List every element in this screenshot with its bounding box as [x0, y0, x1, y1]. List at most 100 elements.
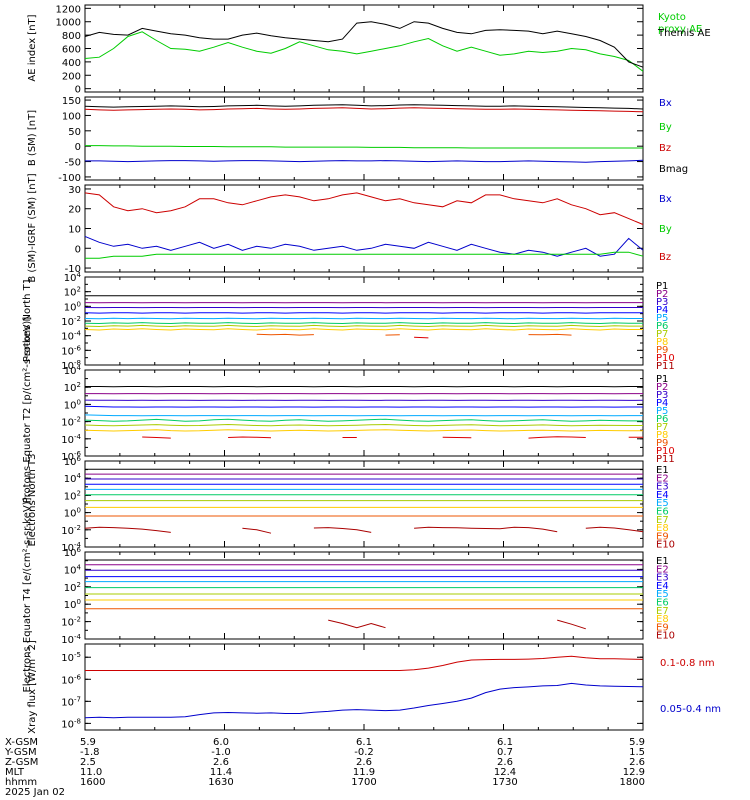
y-tick-label: 1200 — [56, 4, 81, 15]
y-tick-label: 200 — [62, 71, 81, 82]
series-line-By — [85, 251, 644, 259]
y-tick-label: 102 — [64, 286, 81, 299]
legend-label: P5 — [656, 406, 668, 417]
legend-label: Themis AE — [657, 28, 711, 39]
ephemeris-value: -1.0 — [211, 747, 231, 758]
y-tick-label: 10-6 — [61, 450, 81, 463]
y-axis-label: AE index [nT] — [27, 14, 38, 81]
series-line-P6 — [84, 418, 643, 422]
legend-label: P11 — [656, 454, 675, 465]
y-tick-label: -10 — [65, 264, 81, 275]
y-tick-label: 104 — [64, 472, 82, 485]
y-tick-label: 800 — [62, 31, 81, 42]
ephemeris-value: 1.5 — [629, 747, 645, 758]
ephemeris-value: 2.6 — [213, 757, 229, 768]
ephemeris-label: Z-GSM — [5, 757, 38, 768]
legend-label: P9 — [656, 438, 668, 449]
y-tick-label: 10-2 — [61, 524, 81, 537]
legend-label: E7 — [656, 606, 669, 617]
ephemeris-value: 2.6 — [629, 757, 645, 768]
legend-label: E4 — [656, 581, 669, 592]
legend-label: E3 — [656, 573, 669, 584]
series-line-P8 — [84, 429, 643, 432]
legend-label: E10 — [656, 540, 675, 551]
legend-label: Bz — [659, 143, 671, 154]
legend-label: P2 — [656, 382, 668, 393]
legend-label: P8 — [656, 430, 668, 441]
legend-label: By — [659, 122, 672, 133]
series-line-P6 — [84, 322, 643, 325]
legend-label: P3 — [656, 390, 668, 401]
legend-label: E5 — [656, 498, 669, 509]
legend-label: E8 — [656, 523, 669, 534]
series-line-P7 — [84, 423, 643, 427]
y-tick-label: 102 — [64, 489, 81, 502]
legend-label: E2 — [656, 473, 669, 484]
legend-label: P8 — [656, 337, 668, 348]
y-tick-label: 102 — [64, 581, 81, 594]
y-tick-label: 50 — [68, 127, 81, 138]
ephemeris-value: 5.9 — [80, 737, 96, 748]
y-tick-label: 30 — [68, 185, 81, 196]
ephemeris-label: Y-GSM — [4, 747, 37, 758]
legend-label: E1 — [656, 465, 669, 476]
legend-label: Bx — [659, 98, 672, 109]
y-tick-label: 104 — [64, 364, 82, 377]
legend-label: Bz — [659, 252, 671, 263]
y-tick-label: 150 — [62, 96, 81, 107]
y-axis-label: Electrons Equator T4 [e/(cm²-s-sr-keV)] — [22, 497, 33, 692]
series-line-P9 — [256, 333, 572, 336]
y-tick-label: 10-5 — [61, 651, 81, 664]
series-line-P5 — [84, 414, 643, 417]
ephemeris-value: 11.4 — [210, 767, 232, 778]
legend-label: E6 — [656, 507, 669, 518]
panel-8: 10-5 10-6 10-7 10-8 Xray flux [W/m^2] 0.1-0.8… — [27, 640, 721, 734]
y-tick-label: 10 — [68, 225, 81, 236]
legend-label: E6 — [656, 598, 669, 609]
series-line-0.1-0.8 nm — [85, 655, 644, 671]
ephemeris-value: 11.0 — [80, 767, 102, 778]
panel-6: 106 104 102 100 10-2 10-4 Electrons North T3 E1… — [27, 453, 675, 554]
legend-label: E10 — [656, 631, 675, 642]
legend-label: E5 — [656, 589, 669, 600]
y-tick-label: 400 — [62, 58, 81, 69]
legend-label: P4 — [656, 305, 668, 316]
legend-label: E1 — [656, 556, 669, 567]
y-tick-label: 0 — [75, 244, 81, 255]
legend-label: E9 — [656, 622, 669, 633]
y-tick-label: 10-2 — [61, 416, 81, 429]
ephemeris-table: X-GSMY-GSMZ-GSMMLThhmm5.9-1.82.511.01600… — [4, 737, 645, 798]
y-tick-label: -100 — [58, 173, 81, 184]
series-line-Bmag — [84, 104, 644, 110]
series-line-Bz — [84, 107, 644, 113]
ephemeris-value: 1730 — [492, 777, 517, 788]
y-axis-label: B (SM)-IGRF (SM) [nT] — [27, 173, 38, 282]
y-tick-label: -50 — [65, 158, 81, 169]
legend-label: P7 — [656, 329, 668, 340]
panel-frame — [84, 369, 644, 457]
series-line-Bx — [85, 159, 644, 163]
y-tick-label: 10-7 — [61, 695, 81, 708]
series-line-0.05-0.4 nm — [84, 682, 644, 719]
series-line-Bz — [84, 192, 644, 225]
series-line-P8 — [84, 328, 643, 331]
y-axis-label: Electrons North T3 — [27, 453, 38, 546]
y-tick-label: 106 — [64, 546, 82, 559]
legend-label: 0.1-0.8 nm — [660, 658, 715, 669]
ephemeris-value: -0.2 — [354, 747, 374, 758]
ephemeris-label: X-GSM — [5, 737, 38, 748]
ephemeris-value: 2.6 — [356, 757, 372, 768]
ephemeris-value: 6.0 — [213, 737, 229, 748]
y-tick-label: 600 — [62, 45, 81, 56]
legend-label: P1 — [656, 374, 668, 385]
legend-label: E8 — [656, 614, 669, 625]
legend-label: Bmag — [659, 164, 688, 175]
y-tick-label: 10-8 — [61, 717, 81, 730]
legend-label: P4 — [656, 398, 668, 409]
series-line-Bx — [84, 235, 644, 257]
ephemeris-value: 0.7 — [497, 747, 513, 758]
legend-label: E7 — [656, 515, 669, 526]
ephemeris-value: 5.9 — [629, 737, 645, 748]
